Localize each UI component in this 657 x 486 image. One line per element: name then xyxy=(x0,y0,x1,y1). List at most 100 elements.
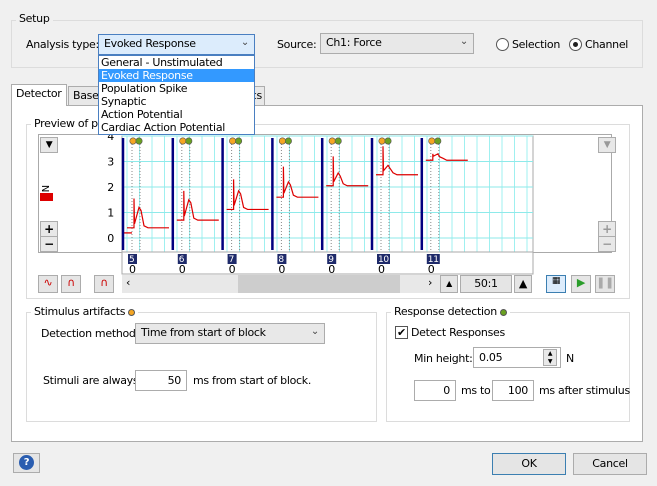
stimulus-title-text: Stimulus artifacts xyxy=(34,305,126,318)
response-trace xyxy=(176,190,219,221)
chevron-down-icon: ⌄ xyxy=(459,36,468,47)
block-label-bg xyxy=(426,254,440,264)
stimulus-dot xyxy=(129,137,137,145)
pause-button[interactable]: ❚❚ xyxy=(595,275,615,293)
response-dot xyxy=(235,137,243,145)
block-time: 0 xyxy=(328,263,335,275)
source-value: Ch1: Force xyxy=(326,36,382,49)
response-dot-icon xyxy=(500,308,508,316)
block-time: 0 xyxy=(378,263,385,275)
source-select[interactable]: Ch1: Force ⌄ xyxy=(320,33,474,54)
expand-button[interactable]: ▲ xyxy=(514,275,532,293)
radio-channel[interactable]: Channel xyxy=(569,38,628,51)
smooth-button[interactable]: ∿ xyxy=(38,275,58,293)
option-population-spike[interactable]: Population Spike xyxy=(101,82,188,95)
stimuli-offset-input[interactable]: 50 xyxy=(135,370,187,391)
scroll-right-icon[interactable]: › xyxy=(428,276,433,289)
chevron-down-icon: ⌄ xyxy=(310,326,319,337)
setup-group xyxy=(11,20,643,68)
analysis-type-select[interactable]: Evoked Response ⌄ xyxy=(98,34,255,55)
preview-title: Preview of periods xyxy=(31,117,98,130)
source-label: Source: xyxy=(277,38,317,51)
right-zoom-out-button[interactable]: − xyxy=(598,236,616,252)
option-action-potential[interactable]: Action Potential xyxy=(101,108,183,121)
min-height-unit: N xyxy=(566,352,574,365)
response-trace xyxy=(326,156,369,187)
analysis-type-dropdown[interactable]: General - Unstimulated Evoked Response P… xyxy=(98,55,255,135)
option-cardiac[interactable]: Cardiac Action Potential xyxy=(101,121,226,134)
radio-circle[interactable] xyxy=(496,38,509,51)
block-label: 11 xyxy=(428,255,439,265)
compress-button[interactable]: ▲ xyxy=(440,275,458,293)
view-button[interactable]: ▦ xyxy=(546,275,566,293)
block-label: 6 xyxy=(179,255,185,265)
stimulus-dot xyxy=(328,137,336,145)
block-label-bg xyxy=(327,254,337,264)
option-synaptic[interactable]: Synaptic xyxy=(101,95,147,108)
ok-button[interactable]: OK xyxy=(492,453,566,475)
detect-responses-checkbox[interactable]: ✔ Detect Responses xyxy=(395,326,505,339)
response-dot xyxy=(334,137,342,145)
response-dot xyxy=(434,137,442,145)
radio-selection-label: Selection xyxy=(512,38,560,51)
tab-baseline[interactable]: Baseline xyxy=(68,86,98,106)
analysis-type-label: Analysis type: xyxy=(26,38,99,51)
min-height-input[interactable]: 0.05 xyxy=(473,347,561,368)
block-label-bg xyxy=(227,254,237,264)
tab-detector[interactable]: Detector xyxy=(11,84,67,106)
right-zoom-in-button[interactable]: + xyxy=(598,221,616,237)
help-icon: ? xyxy=(19,455,34,470)
response-title: Response detection xyxy=(391,305,511,318)
response-dot xyxy=(284,137,292,145)
horizontal-scrollbar[interactable]: ‹ › xyxy=(122,275,440,293)
stimulus-title: Stimulus artifacts xyxy=(31,305,139,318)
min-height-spinner[interactable]: ▲ ▼ xyxy=(543,349,557,366)
block-label: 10 xyxy=(378,255,389,265)
block-time: 0 xyxy=(129,263,136,275)
scale-menu-button[interactable]: ▼ xyxy=(40,137,58,153)
response-trace xyxy=(127,198,169,229)
scroll-thumb[interactable] xyxy=(238,275,400,293)
radio-channel-label: Channel xyxy=(585,38,629,51)
y-tick-label: 1 xyxy=(107,207,114,220)
radio-selection[interactable]: Selection xyxy=(496,38,560,51)
peak-button[interactable]: ∩ xyxy=(94,275,114,293)
waveform-button[interactable]: ∩ xyxy=(61,275,81,293)
zoom-ratio[interactable]: 50:1 xyxy=(460,275,512,293)
option-evoked[interactable]: Evoked Response xyxy=(99,69,254,82)
check-icon[interactable]: ✔ xyxy=(395,326,408,339)
block-label-bg xyxy=(128,254,137,264)
cancel-button[interactable]: Cancel xyxy=(573,453,647,475)
block-label: 7 xyxy=(229,255,234,265)
block-label: 5 xyxy=(129,255,134,265)
zoom-out-button[interactable]: − xyxy=(40,236,58,252)
stimuli-suffix-label: ms from start of block. xyxy=(193,374,312,387)
unit-label: N xyxy=(39,184,51,193)
response-title-text: Response detection xyxy=(394,305,497,318)
tab-statistics[interactable]: Statistics xyxy=(255,86,265,106)
channel-color-swatch xyxy=(40,193,53,201)
stimulus-dot xyxy=(278,137,286,145)
ms-to-label: ms to xyxy=(461,384,491,397)
option-general[interactable]: General - Unstimulated xyxy=(101,56,223,69)
block-label-bg xyxy=(177,254,187,264)
stimulus-dot xyxy=(378,137,386,145)
from-ms-input[interactable]: 0 xyxy=(414,380,456,401)
analysis-type-value: Evoked Response xyxy=(104,37,196,50)
zoom-in-button[interactable]: + xyxy=(40,221,58,237)
radio-circle[interactable] xyxy=(569,38,582,51)
scroll-left-icon[interactable]: ‹ xyxy=(126,276,131,289)
response-trace xyxy=(276,166,319,198)
response-dot xyxy=(384,137,392,145)
stimulus-dot-icon xyxy=(128,308,136,316)
right-menu-button[interactable]: ▼ xyxy=(598,137,616,153)
stimulus-dot xyxy=(179,137,187,145)
detection-method-select[interactable]: Time from start of block ⌄ xyxy=(135,323,325,344)
help-button[interactable]: ? xyxy=(13,453,40,473)
to-ms-input[interactable]: 100 xyxy=(492,380,534,401)
play-button[interactable]: ▶ xyxy=(571,275,591,293)
block-time: 0 xyxy=(229,263,236,275)
after-stimulus-label: ms after stimulus xyxy=(539,384,630,397)
detect-responses-label: Detect Responses xyxy=(411,326,505,339)
